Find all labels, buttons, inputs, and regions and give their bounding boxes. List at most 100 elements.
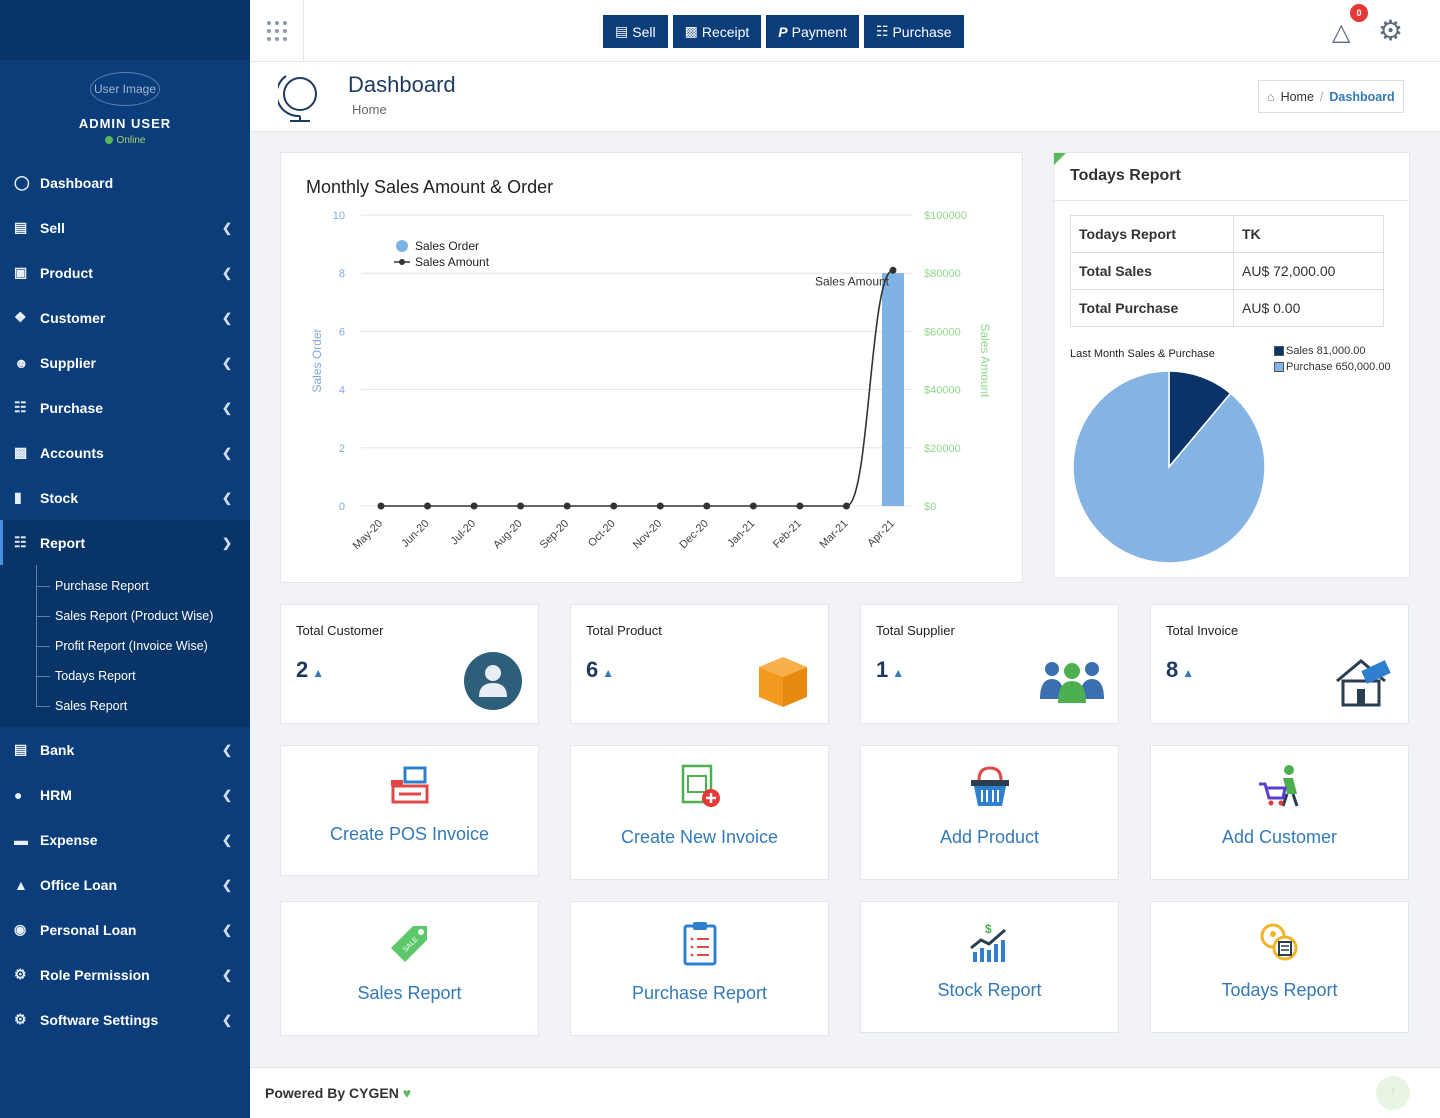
receipt-button[interactable]: ▩ Receipt <box>672 15 762 48</box>
submenu-tree-line <box>36 565 37 707</box>
page-header: Dashboard Home ⌂ Home / Dashboard <box>250 62 1440 132</box>
house-sell-icon <box>1336 659 1391 707</box>
table-cell: Total Sales <box>1070 252 1234 290</box>
create-new-invoice-button[interactable]: Create New Invoice <box>570 745 829 880</box>
todays-report-button[interactable]: Todays Report <box>1150 901 1409 1033</box>
x-tick-label: Aug-20 <box>491 518 525 552</box>
receipt-button-label: Receipt <box>701 23 750 40</box>
purchase-button[interactable]: ☷ Purchase <box>863 15 964 48</box>
submenu-item-profit-report-invoice-wise[interactable]: Profit Report (Invoice Wise) <box>0 631 250 661</box>
submenu-item-purchase-report[interactable]: Purchase Report <box>0 571 250 601</box>
y-right-tick-label: $0 <box>924 501 936 513</box>
stat-label: Total Customer <box>296 623 384 638</box>
chevron-left-icon: ❮ <box>221 490 232 505</box>
chevron-left-icon: ❮ <box>221 400 232 415</box>
submenu-item-sales-report-product-wise[interactable]: Sales Report (Product Wise) <box>0 601 250 631</box>
payment-button[interactable]: P Payment <box>766 15 859 48</box>
sales-amount-point <box>517 502 525 510</box>
sidebar-item-label: Office Loan <box>40 876 118 893</box>
sidebar-item-software-settings[interactable]: ⚙ Software Settings ❮ <box>0 997 250 1042</box>
x-tick-label: Oct-20 <box>586 518 618 550</box>
sales-amount-point <box>796 502 804 510</box>
sidebar-item-label: Purchase <box>40 399 104 416</box>
sidebar-item-bank[interactable]: ▤ Bank ❮ <box>0 727 250 772</box>
x-tick-label: Jun-20 <box>399 518 431 550</box>
pie-legend: Sales 81,000.00 Purchase 650,000.00 <box>1274 343 1391 375</box>
monthly-sales-chart: 0 2 4 6 8 10 $0 $20000 $40000 $60000 $80000 $100000… <box>310 210 992 552</box>
apps-grid-button[interactable] <box>250 0 304 61</box>
alert-button[interactable]: △ 0 <box>1332 4 1368 47</box>
sidebar-item-expense[interactable]: ▬ Expense ❮ <box>0 817 250 862</box>
report-submenu: Purchase Report Sales Report (Product Wi… <box>0 565 250 727</box>
submenu-item-todays-report[interactable]: Todays Report <box>0 661 250 691</box>
triangle-up-icon: ▲ <box>1182 666 1195 680</box>
legend-sales-amount-marker <box>399 259 405 265</box>
sales-report-button[interactable]: SALE Sales Report <box>280 901 539 1036</box>
institution-icon: ▲ <box>14 876 28 893</box>
sidebar-item-accounts[interactable]: ▩ Accounts ❮ <box>0 430 250 475</box>
sidebar-item-supplier[interactable]: ☻ Supplier ❮ <box>0 340 250 385</box>
todays-report-table: Todays Report TK Total Sales AU$ 72,000.00… <box>1070 215 1384 327</box>
sales-amount-point <box>563 502 571 510</box>
submenu-item-sales-report[interactable]: Sales Report <box>0 691 250 721</box>
sidebar-item-office-loan[interactable]: ▲ Office Loan ❮ <box>0 862 250 907</box>
pie-slice <box>1168 370 1232 470</box>
y-tick-label: 6 <box>339 326 345 338</box>
sales-amount-point <box>610 502 618 510</box>
sidebar-item-hrm[interactable]: ● HRM ❮ <box>0 772 250 817</box>
y-axis-label: Sales Order <box>310 328 324 392</box>
pie-title: Last Month Sales & Purchase <box>1070 348 1215 360</box>
sidebar-item-label: Personal Loan <box>40 921 137 938</box>
sidebar-item-role-permission[interactable]: ⚙ Role Permission ❮ <box>0 952 250 997</box>
y-right-tick-label: $100000 <box>924 210 967 222</box>
chevron-left-icon: ❮ <box>221 310 232 325</box>
action-label: Add Customer <box>1221 827 1338 847</box>
sales-amount-point <box>424 502 432 510</box>
purchase-report-button[interactable]: Purchase Report <box>570 901 829 1036</box>
sidebar-item-dashboard[interactable]: ◯ Dashboard <box>0 160 250 205</box>
sidebar-item-customer[interactable]: ❖ Customer ❮ <box>0 295 250 340</box>
x-tick-label: Jul-20 <box>449 518 479 548</box>
heart-icon: ♥ <box>402 1085 412 1101</box>
sidebar-item-label: Expense <box>40 831 98 848</box>
sidebar-item-purchase[interactable]: ☷ Purchase ❮ <box>0 385 250 430</box>
grid-icon <box>266 20 287 41</box>
settings-gear-icon[interactable]: ⚙ <box>1378 15 1404 46</box>
create-pos-invoice-button[interactable]: Create POS Invoice <box>280 745 539 876</box>
sell-button[interactable]: ▤ Sell <box>603 15 668 48</box>
shopper-icon <box>1258 765 1298 807</box>
customer-avatar-icon <box>464 652 522 710</box>
sidebar-item-product[interactable]: ▣ Product ❮ <box>0 250 250 295</box>
stock-report-button[interactable]: $ Stock Report <box>860 901 1119 1033</box>
sidebar: User Image ADMIN USER Online ◯ Dashboard … <box>0 0 250 1118</box>
y-right-tick-label: $60000 <box>924 326 961 338</box>
y-right-tick-label: $80000 <box>924 268 961 280</box>
sidebar-item-personal-loan[interactable]: ◉ Personal Loan ❮ <box>0 907 250 952</box>
sidebar-item-label: Product <box>40 264 93 281</box>
stat-card-total-supplier: Total Supplier 1 ▲ <box>860 604 1119 724</box>
x-tick-label: Dec-20 <box>677 518 711 552</box>
sidebar-item-label: Sell <box>40 219 65 236</box>
stat-value: 6 ▲ <box>586 657 614 683</box>
sidebar-item-report[interactable]: ☷ Report ❯ <box>0 520 250 565</box>
breadcrumb-current: Dashboard <box>1329 89 1395 104</box>
pos-icon <box>390 766 428 804</box>
x-tick-label: Mar-21 <box>817 518 850 551</box>
stat-number: 1 <box>876 657 889 682</box>
pie-legend-item: Sales 81,000.00 <box>1274 343 1391 359</box>
table-row: Todays Report TK <box>1070 215 1384 253</box>
alert-count-badge: 0 <box>1350 4 1368 22</box>
scroll-to-top-button[interactable]: ↑ <box>1376 1076 1410 1110</box>
pos-icon: ▤ <box>615 23 629 39</box>
footer-credit: Powered By CYGEN ♥ <box>265 1085 411 1101</box>
stat-label: Total Invoice <box>1166 623 1239 638</box>
stat-card-total-invoice: Total Invoice 8 ▲ <box>1150 604 1409 724</box>
chevron-left-icon: ❮ <box>221 355 232 370</box>
add-customer-button[interactable]: Add Customer <box>1150 745 1409 880</box>
add-product-button[interactable]: Add Product <box>860 745 1119 880</box>
stat-label: Total Supplier <box>876 623 955 638</box>
sidebar-item-stock[interactable]: ▮ Stock ❮ <box>0 475 250 520</box>
breadcrumb-home-link[interactable]: Home <box>1280 89 1314 104</box>
chevron-left-icon: ❮ <box>221 1012 232 1027</box>
sidebar-item-sell[interactable]: ▤ Sell ❮ <box>0 205 250 250</box>
